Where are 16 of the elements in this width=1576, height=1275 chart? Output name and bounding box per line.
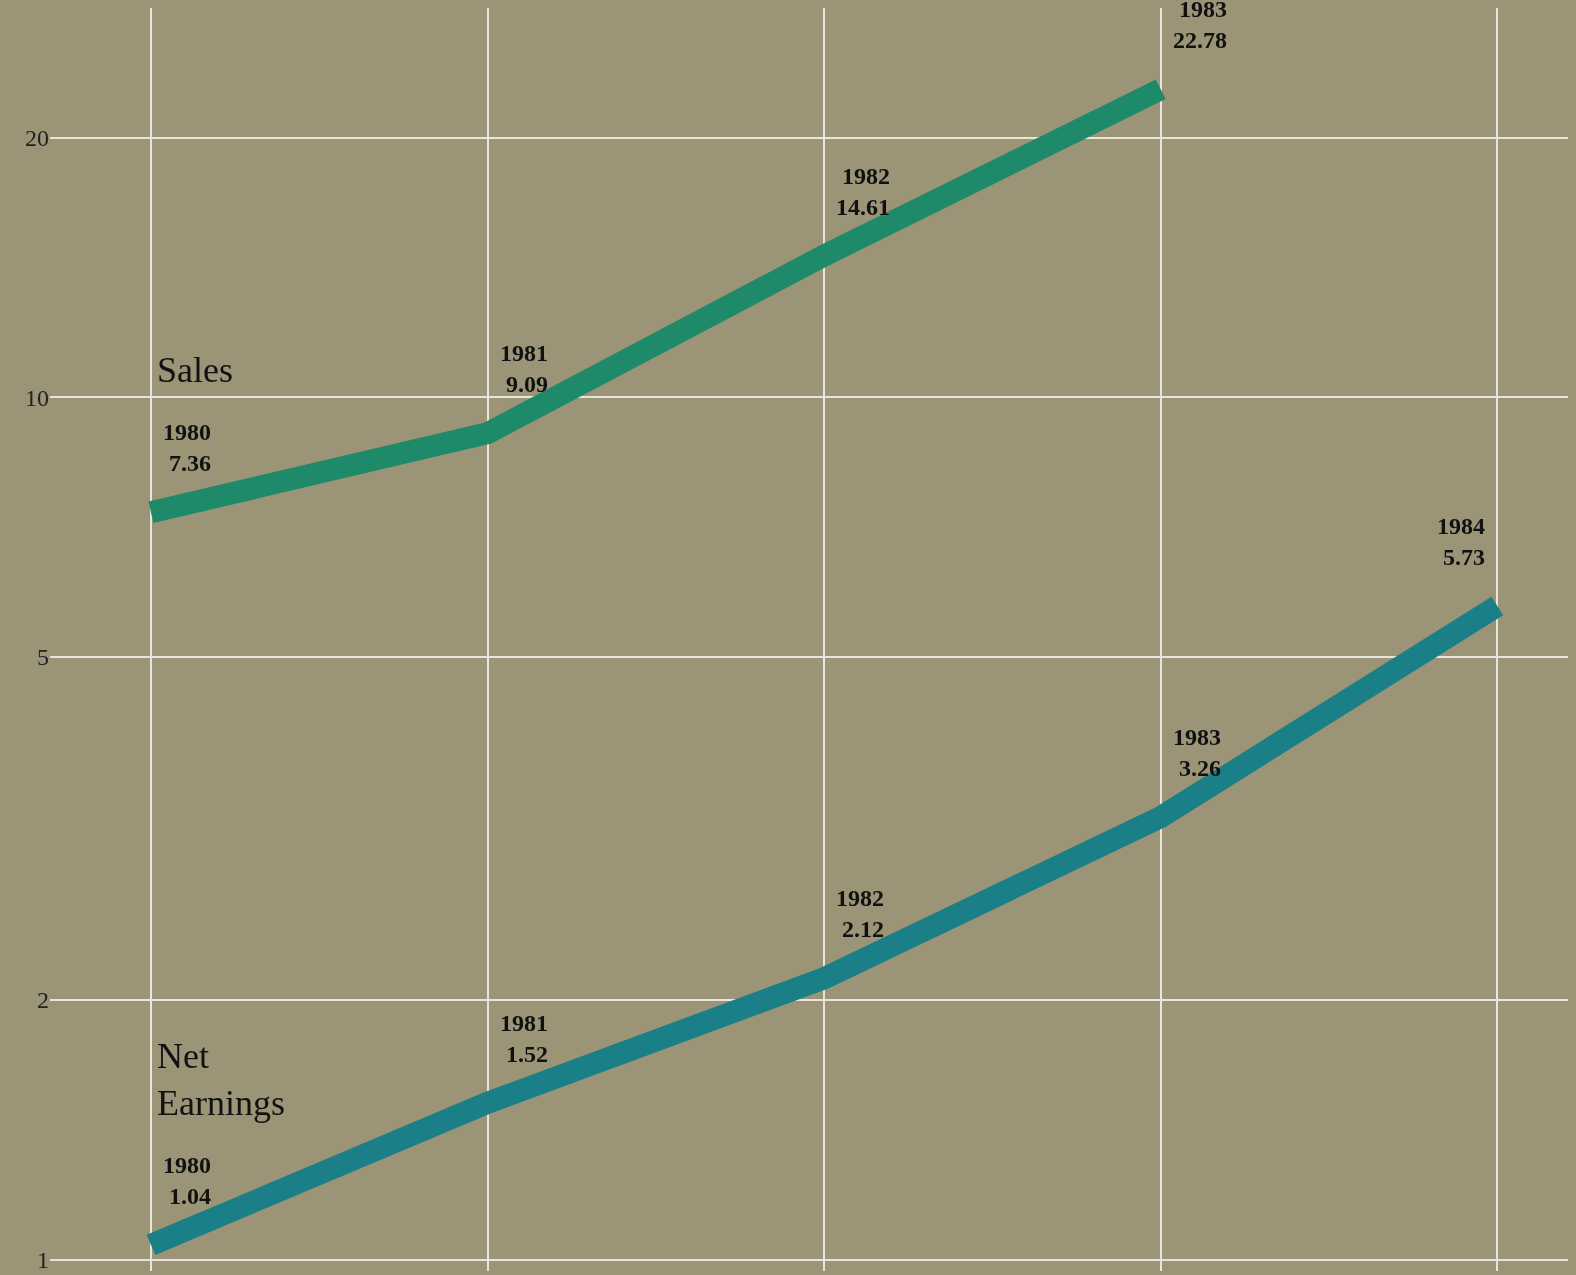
y-tick-label: 2 [37,987,49,1014]
y-tick-label: 10 [25,384,49,411]
y-tick-label: 1 [37,1247,49,1273]
data-label: 1984 5.73 [1437,513,1485,571]
series-label: Net Earnings [157,1036,285,1123]
data-label: 1982 2.12 [836,885,884,943]
data-label: 1982 14.61 [836,163,890,221]
y-tick-label: 20 [25,125,49,152]
data-label: 1981 9.09 [500,340,548,398]
data-label: 1983 22.78 [1173,0,1227,54]
data-label: 1981 1.52 [500,1010,548,1068]
data-label: 1983 3.26 [1173,724,1221,782]
y-tick-label: 5 [37,644,49,671]
data-label: 1980 1.04 [163,1152,211,1210]
data-label: 1980 7.36 [163,419,211,477]
text: Sales [157,350,233,390]
